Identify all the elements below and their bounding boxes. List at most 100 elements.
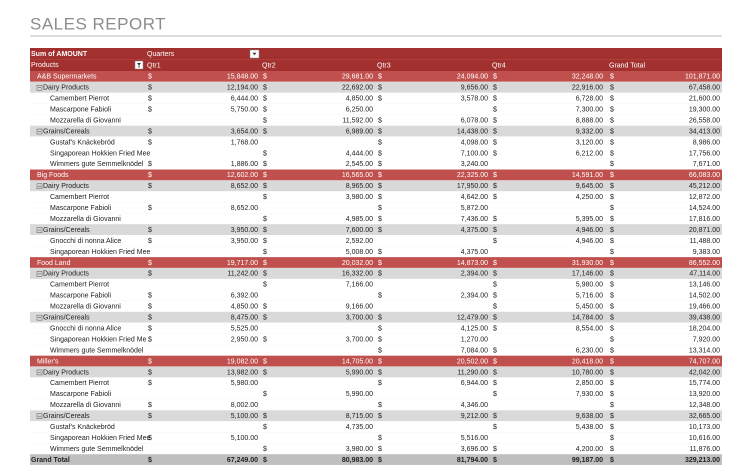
table-row: Mozzarella di Giovanni $4,985.00 $7,436.00… bbox=[30, 213, 722, 225]
amount: 14,873.00 bbox=[457, 260, 488, 267]
table-row: Singaporean Hokkien Fried Mee$ 5,100.00 $5… bbox=[30, 432, 722, 444]
row-background bbox=[30, 432, 722, 444]
currency-sign: $ bbox=[263, 424, 267, 431]
amount: 5,750.00 bbox=[231, 106, 258, 113]
currency-sign: $ bbox=[263, 457, 267, 464]
row-background bbox=[30, 311, 722, 323]
row-background bbox=[30, 344, 722, 356]
currency-sign: $ bbox=[493, 85, 497, 92]
column-header: Qtr3 bbox=[377, 62, 391, 69]
row-label: Wimmers gute Semmelknödel bbox=[50, 161, 144, 168]
row-label: Singaporean Hokkien Fried Mee bbox=[50, 435, 150, 442]
currency-sign: $ bbox=[263, 446, 267, 453]
amount: 9,166.00 bbox=[346, 304, 373, 311]
collapse-toggle[interactable] bbox=[36, 84, 43, 91]
amount: 86,552.00 bbox=[689, 260, 720, 267]
collapse-toggle[interactable] bbox=[36, 369, 43, 376]
currency-sign: $ bbox=[263, 183, 267, 190]
currency-sign: $ bbox=[610, 183, 614, 190]
currency-sign: $ bbox=[148, 304, 152, 311]
table-row: Singaporean Hokkien Fried Mee $4,444.00 $7… bbox=[30, 147, 722, 159]
currency-sign: $ bbox=[493, 446, 497, 453]
row-background bbox=[30, 125, 722, 137]
amount: 9,656.00 bbox=[461, 85, 488, 92]
amount: 8,715.00 bbox=[346, 413, 373, 420]
amount: 7,436.00 bbox=[461, 216, 488, 223]
amount: 11,876.00 bbox=[689, 446, 720, 453]
currency-sign: $ bbox=[610, 249, 614, 256]
currency-sign: $ bbox=[148, 183, 152, 190]
table-row: Mascarpone Fabioli $5,990.00 $7,930.00 $13,… bbox=[30, 388, 722, 400]
collapse-toggle[interactable] bbox=[36, 413, 43, 419]
toggle-box bbox=[36, 227, 43, 233]
toggle-box bbox=[36, 369, 43, 376]
row-label: Mozzarella di Giovanni bbox=[50, 117, 121, 124]
table-row: Camembert Pierrot $6,444.00 $4,850.00 $3,57… bbox=[30, 92, 722, 105]
row-label: Mascarpone Fabioli bbox=[50, 391, 112, 398]
row-label: Camembert Pierrot bbox=[50, 96, 109, 103]
amount: 16,332.00 bbox=[342, 271, 373, 278]
collapse-toggle[interactable] bbox=[36, 271, 43, 277]
amount: 14,502.00 bbox=[689, 293, 720, 300]
currency-sign: $ bbox=[263, 369, 267, 376]
row-filter-button[interactable] bbox=[134, 60, 144, 70]
table-row: Grains/Cereals $3,654.00 $6,989.00 $14,438.… bbox=[30, 125, 722, 137]
currency-sign: $ bbox=[610, 238, 614, 245]
collapse-toggle[interactable] bbox=[36, 183, 43, 190]
currency-sign: $ bbox=[610, 413, 614, 420]
amount: 26,558.00 bbox=[689, 117, 720, 124]
amount: 3,980.00 bbox=[346, 446, 373, 453]
currency-sign: $ bbox=[148, 380, 152, 387]
amount: 4,985.00 bbox=[346, 216, 373, 223]
currency-sign: $ bbox=[378, 293, 382, 300]
column-header: Qtr4 bbox=[492, 62, 506, 69]
currency-sign: $ bbox=[148, 457, 152, 464]
amount: 7,930.00 bbox=[576, 391, 603, 398]
currency-sign: $ bbox=[263, 413, 267, 420]
collapse-toggle[interactable] bbox=[36, 227, 43, 233]
toggle-box bbox=[36, 314, 43, 321]
amount: 20,871.00 bbox=[689, 227, 720, 234]
currency-sign: $ bbox=[493, 358, 497, 365]
amount: 47,114.00 bbox=[689, 271, 720, 278]
table-row: Camembert Pierrot $5,980.00 $6,944.00 $2,85… bbox=[30, 377, 722, 389]
amount: 29,681.00 bbox=[342, 74, 373, 81]
table-row: Wimmers gute Semmelknödel $7,084.00 $6,230… bbox=[30, 344, 722, 356]
currency-sign: $ bbox=[493, 424, 497, 431]
currency-sign: $ bbox=[610, 117, 614, 124]
currency-sign: $ bbox=[148, 85, 152, 92]
currency-sign: $ bbox=[263, 238, 267, 245]
currency-sign: $ bbox=[493, 216, 497, 223]
currency-sign: $ bbox=[493, 194, 497, 201]
amount: 329,213.00 bbox=[685, 457, 720, 464]
currency-sign: $ bbox=[263, 128, 267, 135]
amount: 5,980.00 bbox=[576, 282, 603, 289]
collapse-toggle[interactable] bbox=[36, 128, 43, 135]
report-title: SALES REPORT bbox=[30, 14, 166, 33]
row-label: Big Foods bbox=[37, 172, 69, 179]
currency-sign: $ bbox=[263, 249, 267, 256]
amount: 19,082.00 bbox=[227, 358, 258, 365]
row-label: Grains/Cereals bbox=[43, 128, 90, 135]
table-row: Gnocchi di nonna Alice $5,525.00 $4,125.00… bbox=[30, 322, 722, 335]
row-label: Mascarpone Fabioli bbox=[50, 106, 112, 113]
currency-sign: $ bbox=[493, 282, 497, 289]
amount: 8,002.00 bbox=[231, 402, 258, 409]
amount: 99,187.00 bbox=[572, 457, 603, 464]
amount: 39,438.00 bbox=[689, 315, 720, 322]
currency-sign: $ bbox=[263, 150, 267, 157]
amount: 20,502.00 bbox=[457, 358, 488, 365]
currency-sign: $ bbox=[263, 172, 267, 179]
amount: 45,212.00 bbox=[689, 183, 720, 190]
currency-sign: $ bbox=[610, 293, 614, 300]
column-filter-button[interactable] bbox=[249, 49, 260, 59]
amount: 7,600.00 bbox=[346, 227, 373, 234]
amount: 1,270.00 bbox=[461, 336, 488, 343]
collapse-toggle[interactable] bbox=[36, 314, 43, 321]
currency-sign: $ bbox=[493, 227, 497, 234]
row-label: Grains/Cereals bbox=[43, 315, 90, 322]
currency-sign: $ bbox=[378, 413, 382, 420]
row-background bbox=[30, 279, 722, 290]
row-label: Grains/Cereals bbox=[43, 413, 90, 420]
toggle-box bbox=[36, 271, 43, 277]
